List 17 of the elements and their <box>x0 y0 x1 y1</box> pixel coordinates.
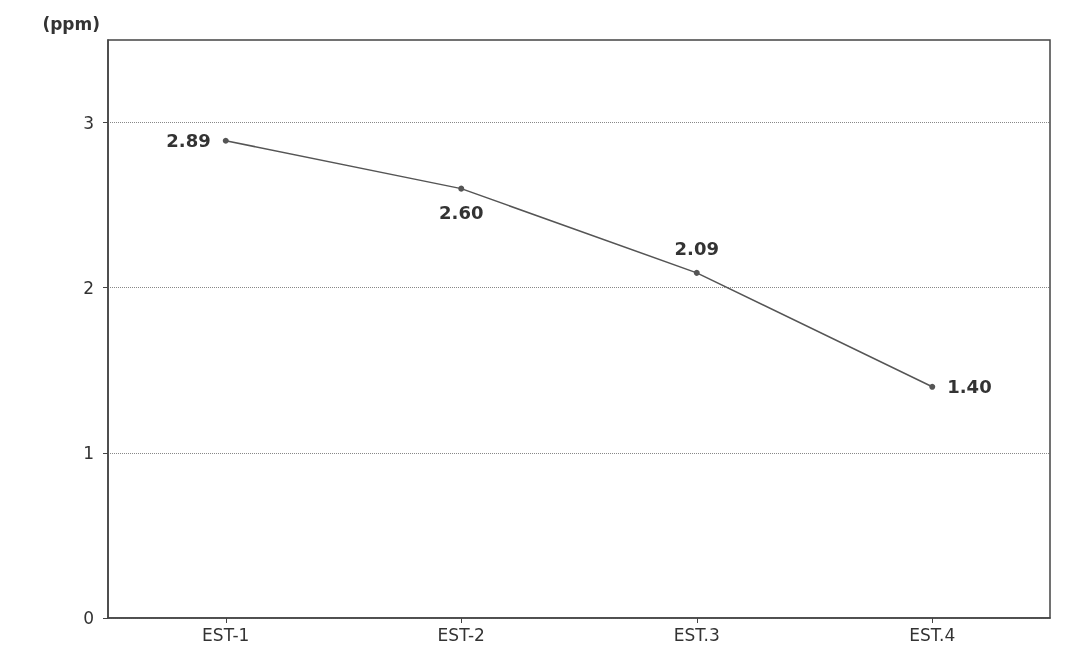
x-tick-label: EST-2 <box>437 624 485 645</box>
data-label: 2.60 <box>439 202 484 224</box>
point <box>458 185 465 192</box>
data-label: 2.09 <box>674 238 719 260</box>
x-tick-label: EST-1 <box>202 624 250 645</box>
x-tick-label: EST.4 <box>909 624 956 645</box>
y-tick-label: 0 <box>83 608 94 628</box>
y-axis-title: (ppm) <box>42 13 100 34</box>
point <box>693 269 700 276</box>
y-tick-label: 1 <box>83 442 94 463</box>
data-label: 1.40 <box>947 376 992 398</box>
x-tick-label: EST.3 <box>673 624 720 645</box>
point <box>222 137 229 144</box>
data-label: 2.89 <box>166 130 211 152</box>
y-tick-label: 3 <box>83 112 94 133</box>
y-tick-label: 2 <box>83 277 94 298</box>
point <box>929 383 936 390</box>
